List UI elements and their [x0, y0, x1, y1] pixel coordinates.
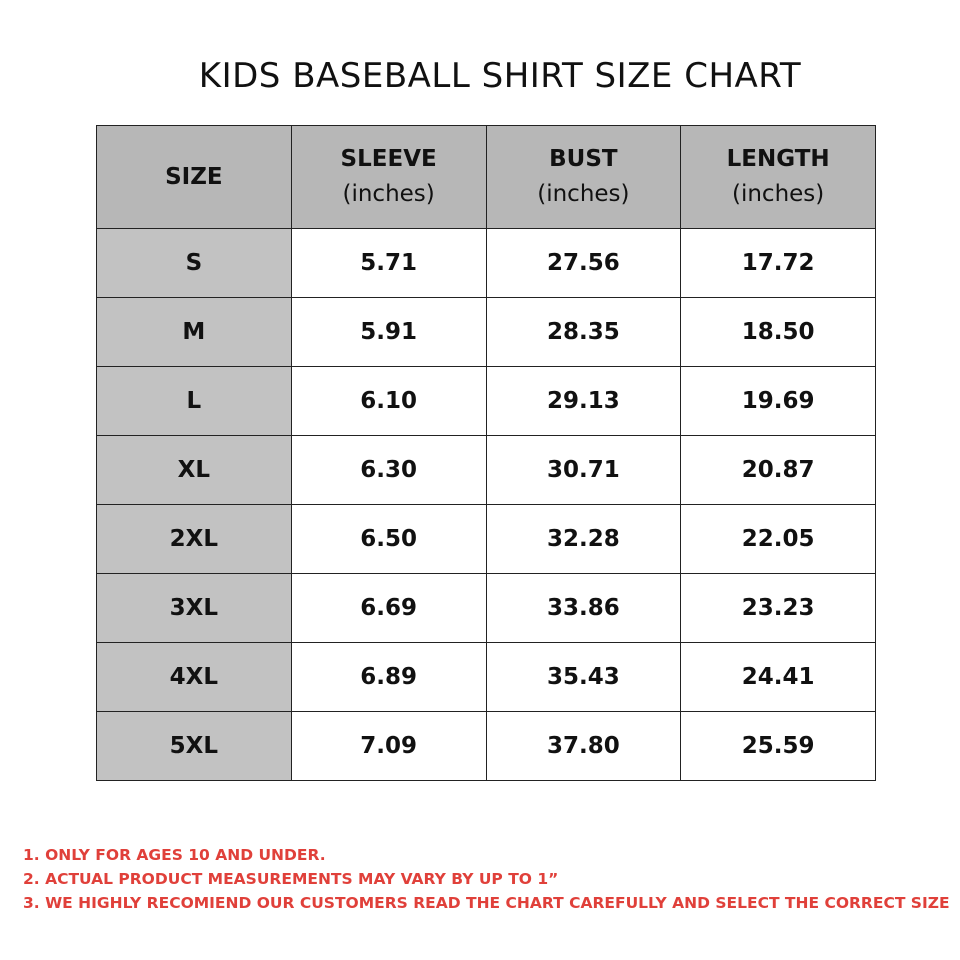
- bust-cell: 28.35: [485, 297, 682, 367]
- bust-cell: 35.43: [485, 642, 682, 712]
- sleeve-cell: 5.91: [290, 297, 487, 367]
- sleeve-cell: 6.10: [290, 366, 487, 436]
- table-row: S 5.71 27.56 17.72: [96, 228, 876, 298]
- length-cell: 24.41: [680, 642, 876, 712]
- size-chart-table: SIZE SLEEVE (inches) BUST (inches) LENGT…: [96, 125, 876, 781]
- table-row: 3XL 6.69 33.86 23.23: [96, 573, 876, 643]
- sleeve-cell: 5.71: [290, 228, 487, 298]
- size-cell: L: [96, 366, 292, 436]
- length-cell: 18.50: [680, 297, 876, 367]
- header-sleeve-label: SLEEVE: [340, 146, 437, 172]
- size-cell: M: [96, 297, 292, 367]
- size-cell: 2XL: [96, 504, 292, 574]
- header-size-label: SIZE: [165, 163, 223, 190]
- size-cell: XL: [96, 435, 292, 505]
- bust-cell: 32.28: [485, 504, 682, 574]
- header-length: LENGTH (inches): [680, 125, 876, 229]
- length-cell: 20.87: [680, 435, 876, 505]
- notes-section: 1. ONLY FOR AGES 10 AND UNDER. 2. ACTUAL…: [23, 843, 953, 915]
- header-sleeve: SLEEVE (inches): [290, 125, 487, 229]
- header-bust-unit: (inches): [537, 181, 630, 207]
- table-row: M 5.91 28.35 18.50: [96, 297, 876, 367]
- table-body: S 5.71 27.56 17.72 M 5.91 28.35 18.50 L …: [96, 228, 876, 781]
- size-cell: 4XL: [96, 642, 292, 712]
- length-cell: 22.05: [680, 504, 876, 574]
- table-row: 4XL 6.89 35.43 24.41: [96, 642, 876, 712]
- bust-cell: 29.13: [485, 366, 682, 436]
- header-length-unit: (inches): [731, 181, 825, 207]
- table-row: 5XL 7.09 37.80 25.59: [96, 711, 876, 781]
- header-bust-label: BUST: [549, 146, 618, 172]
- size-cell: 3XL: [96, 573, 292, 643]
- table-row: 2XL 6.50 32.28 22.05: [96, 504, 876, 574]
- bust-cell: 30.71: [485, 435, 682, 505]
- note-line: 2. ACTUAL PRODUCT MEASUREMENTS MAY VARY …: [23, 870, 559, 888]
- header-row: SIZE SLEEVE (inches) BUST (inches) LENGT…: [96, 125, 876, 229]
- bust-cell: 27.56: [485, 228, 682, 298]
- note-line: 3. WE HIGHLY RECOMIEND OUR CUSTOMERS REA…: [23, 894, 950, 912]
- bust-cell: 37.80: [485, 711, 682, 781]
- page-title: KIDS BASEBALL SHIRT SIZE CHART: [198, 56, 802, 96]
- length-cell: 23.23: [680, 573, 876, 643]
- note-line: 1. ONLY FOR AGES 10 AND UNDER.: [23, 846, 326, 864]
- header-bust: BUST (inches): [485, 125, 682, 229]
- length-cell: 25.59: [680, 711, 876, 781]
- sleeve-cell: 7.09: [290, 711, 487, 781]
- bust-cell: 33.86: [485, 573, 682, 643]
- sleeve-cell: 6.69: [290, 573, 487, 643]
- header-length-label: LENGTH: [726, 146, 830, 172]
- size-cell: 5XL: [96, 711, 292, 781]
- header-size: SIZE: [96, 125, 292, 229]
- sleeve-cell: 6.30: [290, 435, 487, 505]
- length-cell: 19.69: [680, 366, 876, 436]
- sleeve-cell: 6.89: [290, 642, 487, 712]
- header-sleeve-unit: (inches): [342, 181, 435, 207]
- table-row: L 6.10 29.13 19.69: [96, 366, 876, 436]
- length-cell: 17.72: [680, 228, 876, 298]
- sleeve-cell: 6.50: [290, 504, 487, 574]
- size-cell: S: [96, 228, 292, 298]
- table-header: SIZE SLEEVE (inches) BUST (inches) LENGT…: [96, 125, 876, 229]
- table-row: XL 6.30 30.71 20.87: [96, 435, 876, 505]
